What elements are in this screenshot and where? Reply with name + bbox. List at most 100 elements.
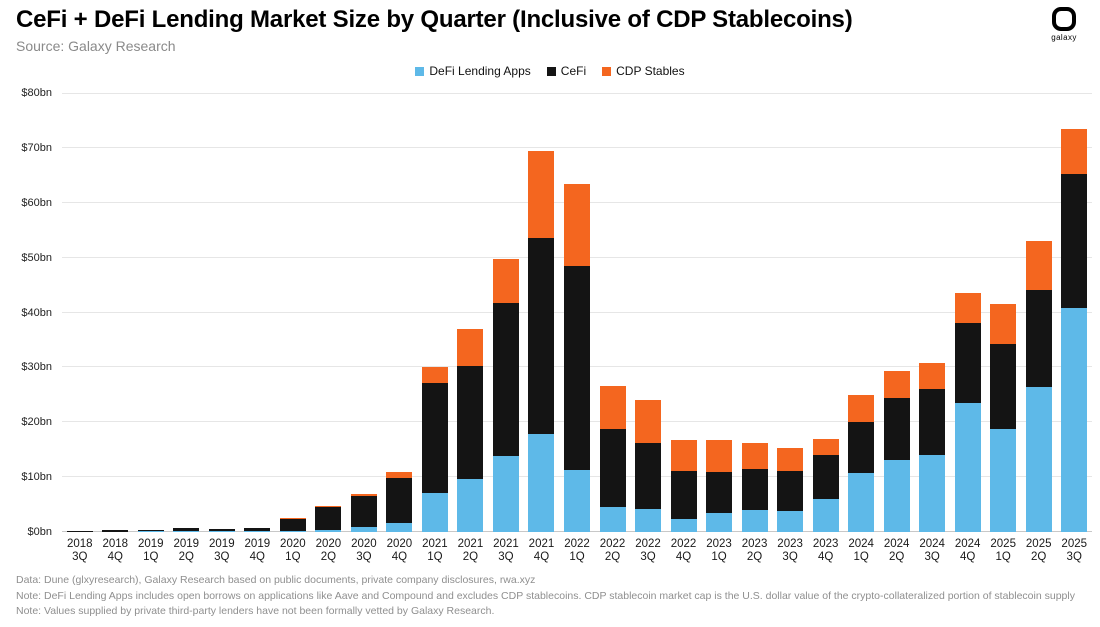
- x-tick-label-2021-2Q: 2021 2Q: [453, 538, 489, 564]
- bar-segment-cefi-2019-1Q: [137, 529, 164, 532]
- x-tick-year: 2019: [244, 538, 271, 550]
- bar-segment-defi-2025-1Q: [990, 429, 1017, 532]
- x-tick-label-2021-1Q: 2021 1Q: [417, 538, 453, 564]
- bar-segment-defi-2022-1Q: [564, 470, 590, 532]
- bar-2020-1Q: [279, 518, 306, 532]
- x-tick-label-2018-3Q: 2018 3Q: [62, 538, 98, 564]
- bar-segment-defi-2022-3Q: [635, 508, 662, 532]
- x-tick-year: 2022: [635, 538, 661, 550]
- x-tick-label-2020-4Q: 2020 4Q: [382, 538, 418, 564]
- bar-2019-1Q: [137, 529, 164, 532]
- x-tick-quarter: 4Q: [107, 551, 123, 563]
- x-tick-year: 2024: [883, 538, 910, 550]
- bar-segment-cdp-2020-4Q: [386, 472, 413, 478]
- x-tick-quarter: 4Q: [960, 551, 976, 563]
- bar-2019-4Q: [244, 527, 271, 532]
- x-tick-label-2022-1Q: 2022 1Q: [559, 538, 595, 564]
- x-tick-year: 2025: [990, 538, 1016, 550]
- bar-segment-cefi-2022-3Q: [635, 442, 662, 509]
- bar-segment-defi-2023-4Q: [812, 499, 839, 532]
- bar-segment-defi-2022-2Q: [599, 506, 626, 532]
- bar-2024-1Q: [848, 395, 875, 532]
- x-tick-quarter: 4Q: [391, 551, 408, 563]
- y-tick-label: $70bn: [21, 141, 52, 154]
- x-tick-quarter: 4Q: [249, 551, 265, 563]
- bar-segment-defi-2023-3Q: [777, 511, 804, 532]
- x-tick-year: 2019: [137, 538, 164, 550]
- x-tick-label-2024-4Q: 2024 4Q: [950, 538, 986, 564]
- y-tick-label: $60bn: [21, 196, 52, 209]
- x-tick-quarter: 4Q: [817, 551, 834, 563]
- x-tick-label-2019-2Q: 2019 2Q: [169, 538, 205, 564]
- legend-swatch-cdp: [602, 66, 612, 76]
- x-tick-quarter: 1Q: [995, 551, 1011, 563]
- legend-label-cefi: CeFi: [560, 64, 587, 78]
- bar-segment-cdp-2021-2Q: [457, 328, 484, 366]
- x-tick-year: 2021: [493, 538, 519, 550]
- bar-segment-defi-2020-1Q: [279, 530, 306, 532]
- bar-segment-cdp-2021-3Q: [492, 259, 519, 303]
- galaxy-logo: galaxy: [1044, 7, 1084, 42]
- x-tick-label-2025-2Q: 2025 2Q: [1021, 538, 1057, 564]
- x-tick-quarter: 1Q: [853, 551, 869, 563]
- bar-segment-cefi-2019-3Q: [208, 528, 235, 532]
- bar-segment-cefi-2021-1Q: [421, 382, 448, 493]
- bar-segment-defi-2019-2Q: [173, 530, 200, 532]
- x-tick-quarter: 2Q: [746, 551, 763, 563]
- bar-segment-cdp-2020-2Q: [315, 505, 342, 507]
- x-tick-label-2022-4Q: 2022 4Q: [666, 538, 702, 564]
- legend-item-cdp: CDP Stables: [602, 64, 685, 78]
- x-tick-quarter: 1Q: [569, 551, 585, 563]
- bar-segment-defi-2024-4Q: [954, 403, 981, 532]
- chart-title: CeFi + DeFi Lending Market Size by Quart…: [16, 6, 853, 33]
- bar-segment-defi-2023-1Q: [706, 513, 733, 532]
- footnote-note-1: Note: DeFi Lending Apps includes open bo…: [16, 589, 1075, 602]
- bar-segment-cefi-2023-3Q: [777, 470, 804, 512]
- bar-segment-cdp-2024-4Q: [954, 293, 981, 324]
- bar-segment-cefi-2022-4Q: [670, 471, 697, 519]
- footnote-data-source: Data: Dune (glxyresearch), Galaxy Resear…: [16, 574, 536, 586]
- bar-2022-3Q: [635, 399, 662, 532]
- bar-segment-cdp-2019-4Q: [244, 527, 271, 529]
- bar-segment-cefi-2022-2Q: [599, 428, 626, 507]
- y-tick-label: $80bn: [21, 87, 52, 99]
- bar-2021-3Q: [492, 259, 519, 532]
- x-tick-quarter: 2Q: [1031, 551, 1047, 563]
- bar-segment-cdp-2021-4Q: [528, 151, 555, 239]
- bar-segment-cefi-2021-2Q: [457, 365, 484, 480]
- bar-segment-cdp-2025-1Q: [990, 304, 1017, 345]
- y-tick-label: $30bn: [21, 361, 52, 374]
- chart-legend: DeFi Lending Apps CeFi CDP Stables: [0, 63, 1100, 79]
- bar-segment-defi-2024-2Q: [883, 459, 910, 532]
- bar-2024-3Q: [919, 363, 946, 532]
- x-tick-year: 2020: [351, 538, 377, 550]
- legend-swatch-defi: [415, 66, 425, 76]
- x-tick-year: 2023: [706, 538, 732, 550]
- bar-segment-defi-2021-1Q: [421, 492, 448, 532]
- bar-segment-defi-2025-2Q: [1025, 386, 1052, 532]
- bar-segment-cefi-2020-2Q: [315, 506, 342, 531]
- x-tick-year: 2025: [1061, 538, 1088, 550]
- x-tick-label-2025-1Q: 2025 1Q: [985, 538, 1021, 564]
- bar-2020-2Q: [315, 505, 342, 532]
- x-tick-year: 2021: [528, 538, 555, 550]
- bar-segment-cefi-2024-1Q: [848, 421, 875, 473]
- legend-label-defi: DeFi Lending Apps: [429, 64, 531, 78]
- x-tick-year: 2018: [66, 538, 93, 550]
- bar-segment-cdp-2024-2Q: [883, 371, 910, 398]
- bar-2018-4Q: [102, 530, 129, 532]
- x-tick-quarter: 3Q: [214, 551, 230, 563]
- x-tick-label-2022-3Q: 2022 3Q: [630, 538, 666, 564]
- bar-segment-defi-2021-4Q: [528, 433, 555, 532]
- bar-segment-defi-2019-3Q: [208, 531, 235, 532]
- bar-segment-cefi-2020-4Q: [386, 477, 413, 523]
- x-tick-quarter: 2Q: [178, 551, 194, 563]
- bar-segment-cefi-2022-1Q: [564, 265, 590, 470]
- bar-2022-2Q: [599, 386, 626, 532]
- x-tick-quarter: 4Q: [533, 551, 550, 563]
- x-tick-label-2021-4Q: 2021 4Q: [524, 538, 560, 564]
- bar-segment-defi-2023-2Q: [741, 510, 768, 532]
- bar-segment-cdp-2022-1Q: [564, 184, 590, 266]
- bar-segment-cdp-2025-3Q: [1061, 128, 1088, 174]
- x-tick-quarter: 2Q: [320, 551, 337, 563]
